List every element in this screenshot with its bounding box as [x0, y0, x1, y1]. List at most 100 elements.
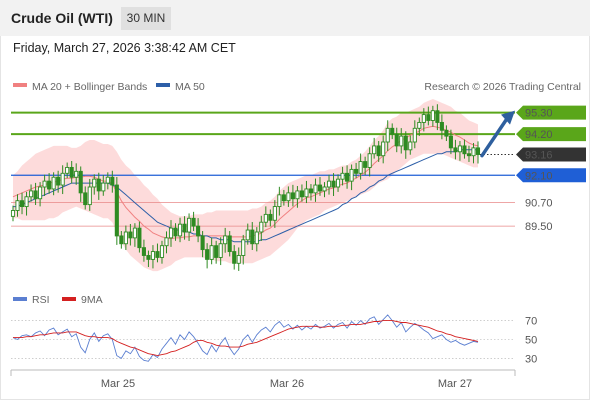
candle	[10, 205, 16, 222]
candle	[308, 184, 314, 201]
candle	[38, 182, 43, 207]
candle	[150, 245, 156, 269]
candle	[227, 231, 232, 257]
candle	[394, 127, 399, 153]
candle	[24, 191, 29, 216]
candle	[83, 186, 88, 210]
candle	[128, 223, 133, 246]
candle	[42, 174, 47, 196]
candle	[155, 243, 160, 263]
candle	[19, 192, 25, 215]
time-axis-label: Mar 26	[270, 378, 304, 390]
candle	[471, 142, 476, 164]
candle	[304, 180, 309, 204]
candle	[286, 186, 291, 207]
candle	[218, 237, 223, 266]
candle	[363, 156, 368, 176]
candle	[33, 182, 38, 205]
candle	[295, 186, 300, 208]
candle	[326, 174, 332, 195]
candle	[340, 166, 345, 186]
candle	[439, 114, 444, 140]
rsi-legend-swatch	[13, 297, 27, 301]
arrow-shaft	[480, 116, 509, 158]
candle	[435, 104, 440, 131]
candle	[29, 184, 34, 202]
candle	[182, 216, 187, 240]
candle	[87, 178, 92, 211]
candle	[173, 223, 178, 241]
candle	[335, 174, 341, 192]
level-label-94-20: 94.20	[525, 129, 553, 141]
candle	[200, 231, 205, 258]
level-label-94-20-box	[516, 127, 586, 142]
rsi-tick-label: 70	[525, 316, 537, 328]
candle	[421, 108, 426, 132]
candle	[322, 182, 327, 198]
candle	[159, 240, 165, 264]
candle	[51, 172, 56, 196]
candle	[205, 243, 210, 269]
level-label-93-16-box	[516, 147, 586, 162]
candle	[241, 234, 246, 265]
rsi-ma9-line	[13, 320, 479, 357]
time-axis-label: Mar 27	[438, 378, 472, 390]
credit-label: Research © 2026 Trading Central	[424, 81, 581, 93]
candle	[475, 141, 481, 164]
candle	[412, 120, 417, 149]
candle	[453, 139, 458, 160]
candle	[254, 227, 259, 252]
candle	[349, 164, 354, 191]
candle	[232, 245, 237, 270]
candle	[466, 145, 472, 162]
candle	[457, 141, 462, 161]
candle	[317, 177, 323, 196]
rsi-legend-label: RSI	[32, 294, 50, 306]
candle	[92, 174, 97, 195]
candle	[403, 131, 408, 159]
candle	[426, 106, 431, 126]
bollinger-bands	[13, 99, 478, 272]
ma50-legend-swatch	[156, 83, 170, 87]
candle	[141, 239, 146, 262]
candle	[69, 160, 74, 184]
chart-header: Crude Oil (WTI) 30 MIN	[0, 0, 590, 36]
candle	[223, 227, 228, 253]
level-label-95-30: 95.30	[525, 108, 553, 120]
candle	[259, 215, 264, 241]
candle	[448, 129, 453, 155]
candle	[390, 123, 395, 140]
ma20-legend-label: MA 20 + Bollinger Bands	[32, 81, 147, 93]
ma9-legend-label: 9MA	[81, 294, 103, 306]
candle	[376, 141, 381, 162]
candle	[277, 186, 282, 216]
candle	[209, 237, 214, 265]
level-label-92-10: 92.10	[525, 170, 553, 182]
candle	[263, 206, 268, 228]
candle	[381, 135, 386, 164]
candle	[268, 209, 273, 227]
level-labels: 95.30 94.20 93.16 92.10 90.70 89.50	[516, 105, 586, 233]
candle	[299, 184, 304, 202]
candle	[290, 184, 295, 207]
level-label-90-70: 90.70	[525, 198, 553, 210]
candle	[345, 165, 350, 189]
rsi-tick-label: 30	[525, 353, 537, 365]
candle	[110, 170, 115, 193]
candle	[101, 175, 106, 196]
candle	[236, 247, 241, 271]
rsi-panel: 30 50 70	[11, 314, 537, 365]
candle	[105, 172, 110, 190]
candle	[96, 172, 101, 200]
candle	[74, 163, 79, 185]
candle	[281, 189, 286, 206]
candle	[444, 125, 449, 142]
candle	[164, 231, 169, 254]
candlesticks	[10, 104, 481, 271]
ma9-legend-swatch	[62, 297, 76, 301]
candle	[15, 194, 20, 217]
timeframe-badge[interactable]: 30 MIN	[121, 7, 171, 30]
forecast-arrow	[480, 110, 515, 158]
arrow-head	[501, 110, 515, 125]
